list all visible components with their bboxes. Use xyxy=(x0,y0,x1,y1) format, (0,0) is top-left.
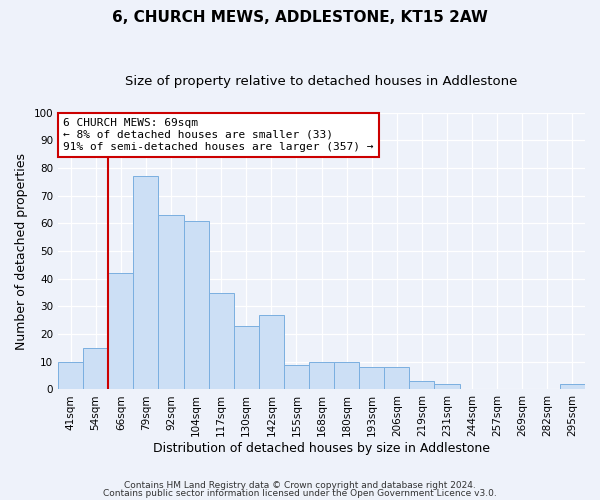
Bar xyxy=(309,362,334,390)
X-axis label: Distribution of detached houses by size in Addlestone: Distribution of detached houses by size … xyxy=(153,442,490,455)
Bar xyxy=(184,220,209,390)
Title: Size of property relative to detached houses in Addlestone: Size of property relative to detached ho… xyxy=(125,75,518,88)
Text: Contains HM Land Registry data © Crown copyright and database right 2024.: Contains HM Land Registry data © Crown c… xyxy=(124,481,476,490)
Text: 6 CHURCH MEWS: 69sqm
← 8% of detached houses are smaller (33)
91% of semi-detach: 6 CHURCH MEWS: 69sqm ← 8% of detached ho… xyxy=(64,118,374,152)
Text: 6, CHURCH MEWS, ADDLESTONE, KT15 2AW: 6, CHURCH MEWS, ADDLESTONE, KT15 2AW xyxy=(112,10,488,25)
Bar xyxy=(83,348,108,390)
Bar xyxy=(209,292,233,390)
Bar xyxy=(334,362,359,390)
Y-axis label: Number of detached properties: Number of detached properties xyxy=(15,152,28,350)
Bar xyxy=(384,368,409,390)
Bar xyxy=(233,326,259,390)
Bar xyxy=(58,362,83,390)
Bar xyxy=(284,364,309,390)
Bar xyxy=(359,368,384,390)
Text: Contains public sector information licensed under the Open Government Licence v3: Contains public sector information licen… xyxy=(103,488,497,498)
Bar xyxy=(133,176,158,390)
Bar xyxy=(409,381,434,390)
Bar xyxy=(434,384,460,390)
Bar xyxy=(259,315,284,390)
Bar xyxy=(108,274,133,390)
Bar xyxy=(158,215,184,390)
Bar xyxy=(560,384,585,390)
